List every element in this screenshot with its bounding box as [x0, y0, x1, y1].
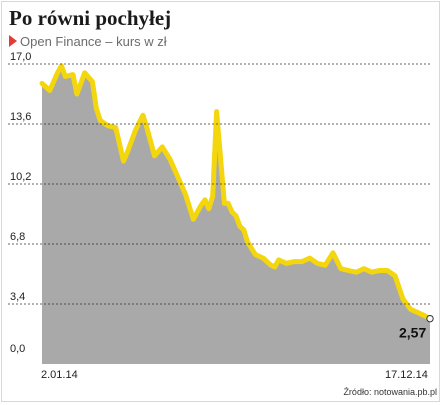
grid-layer — [8, 63, 432, 305]
y-tick-label: 3,4 — [10, 291, 25, 303]
y-tick-label: 6,8 — [10, 231, 25, 243]
chart-subtitle: Open Finance – kurs w zł — [9, 34, 167, 49]
chart-subtitle-text: Open Finance – kurs w zł — [20, 34, 167, 49]
y-tick-label: 0,0 — [10, 343, 25, 355]
last-value-label: 2,57 — [399, 325, 426, 341]
chart-title: Po równi pochyłej — [9, 6, 172, 30]
price-area — [42, 65, 430, 365]
x-tick-layer: 2.01.14 17.12.14 — [41, 369, 428, 381]
last-point-marker — [426, 314, 434, 323]
y-tick-label: 10,2 — [10, 171, 31, 183]
y-tick-label: 17,0 — [10, 51, 31, 63]
x-tick-label: 2.01.14 — [41, 369, 78, 381]
triangle-marker-icon — [9, 35, 17, 47]
y-tick-label: 13,6 — [10, 111, 31, 123]
x-tick-label: 17.12.14 — [385, 369, 428, 381]
price-line — [39, 63, 433, 322]
tick-layer: 17,0 13,6 10,2 6,8 3,4 0,0 — [10, 51, 31, 355]
source-note: Źródło: notowania.pb.pl — [343, 387, 437, 397]
